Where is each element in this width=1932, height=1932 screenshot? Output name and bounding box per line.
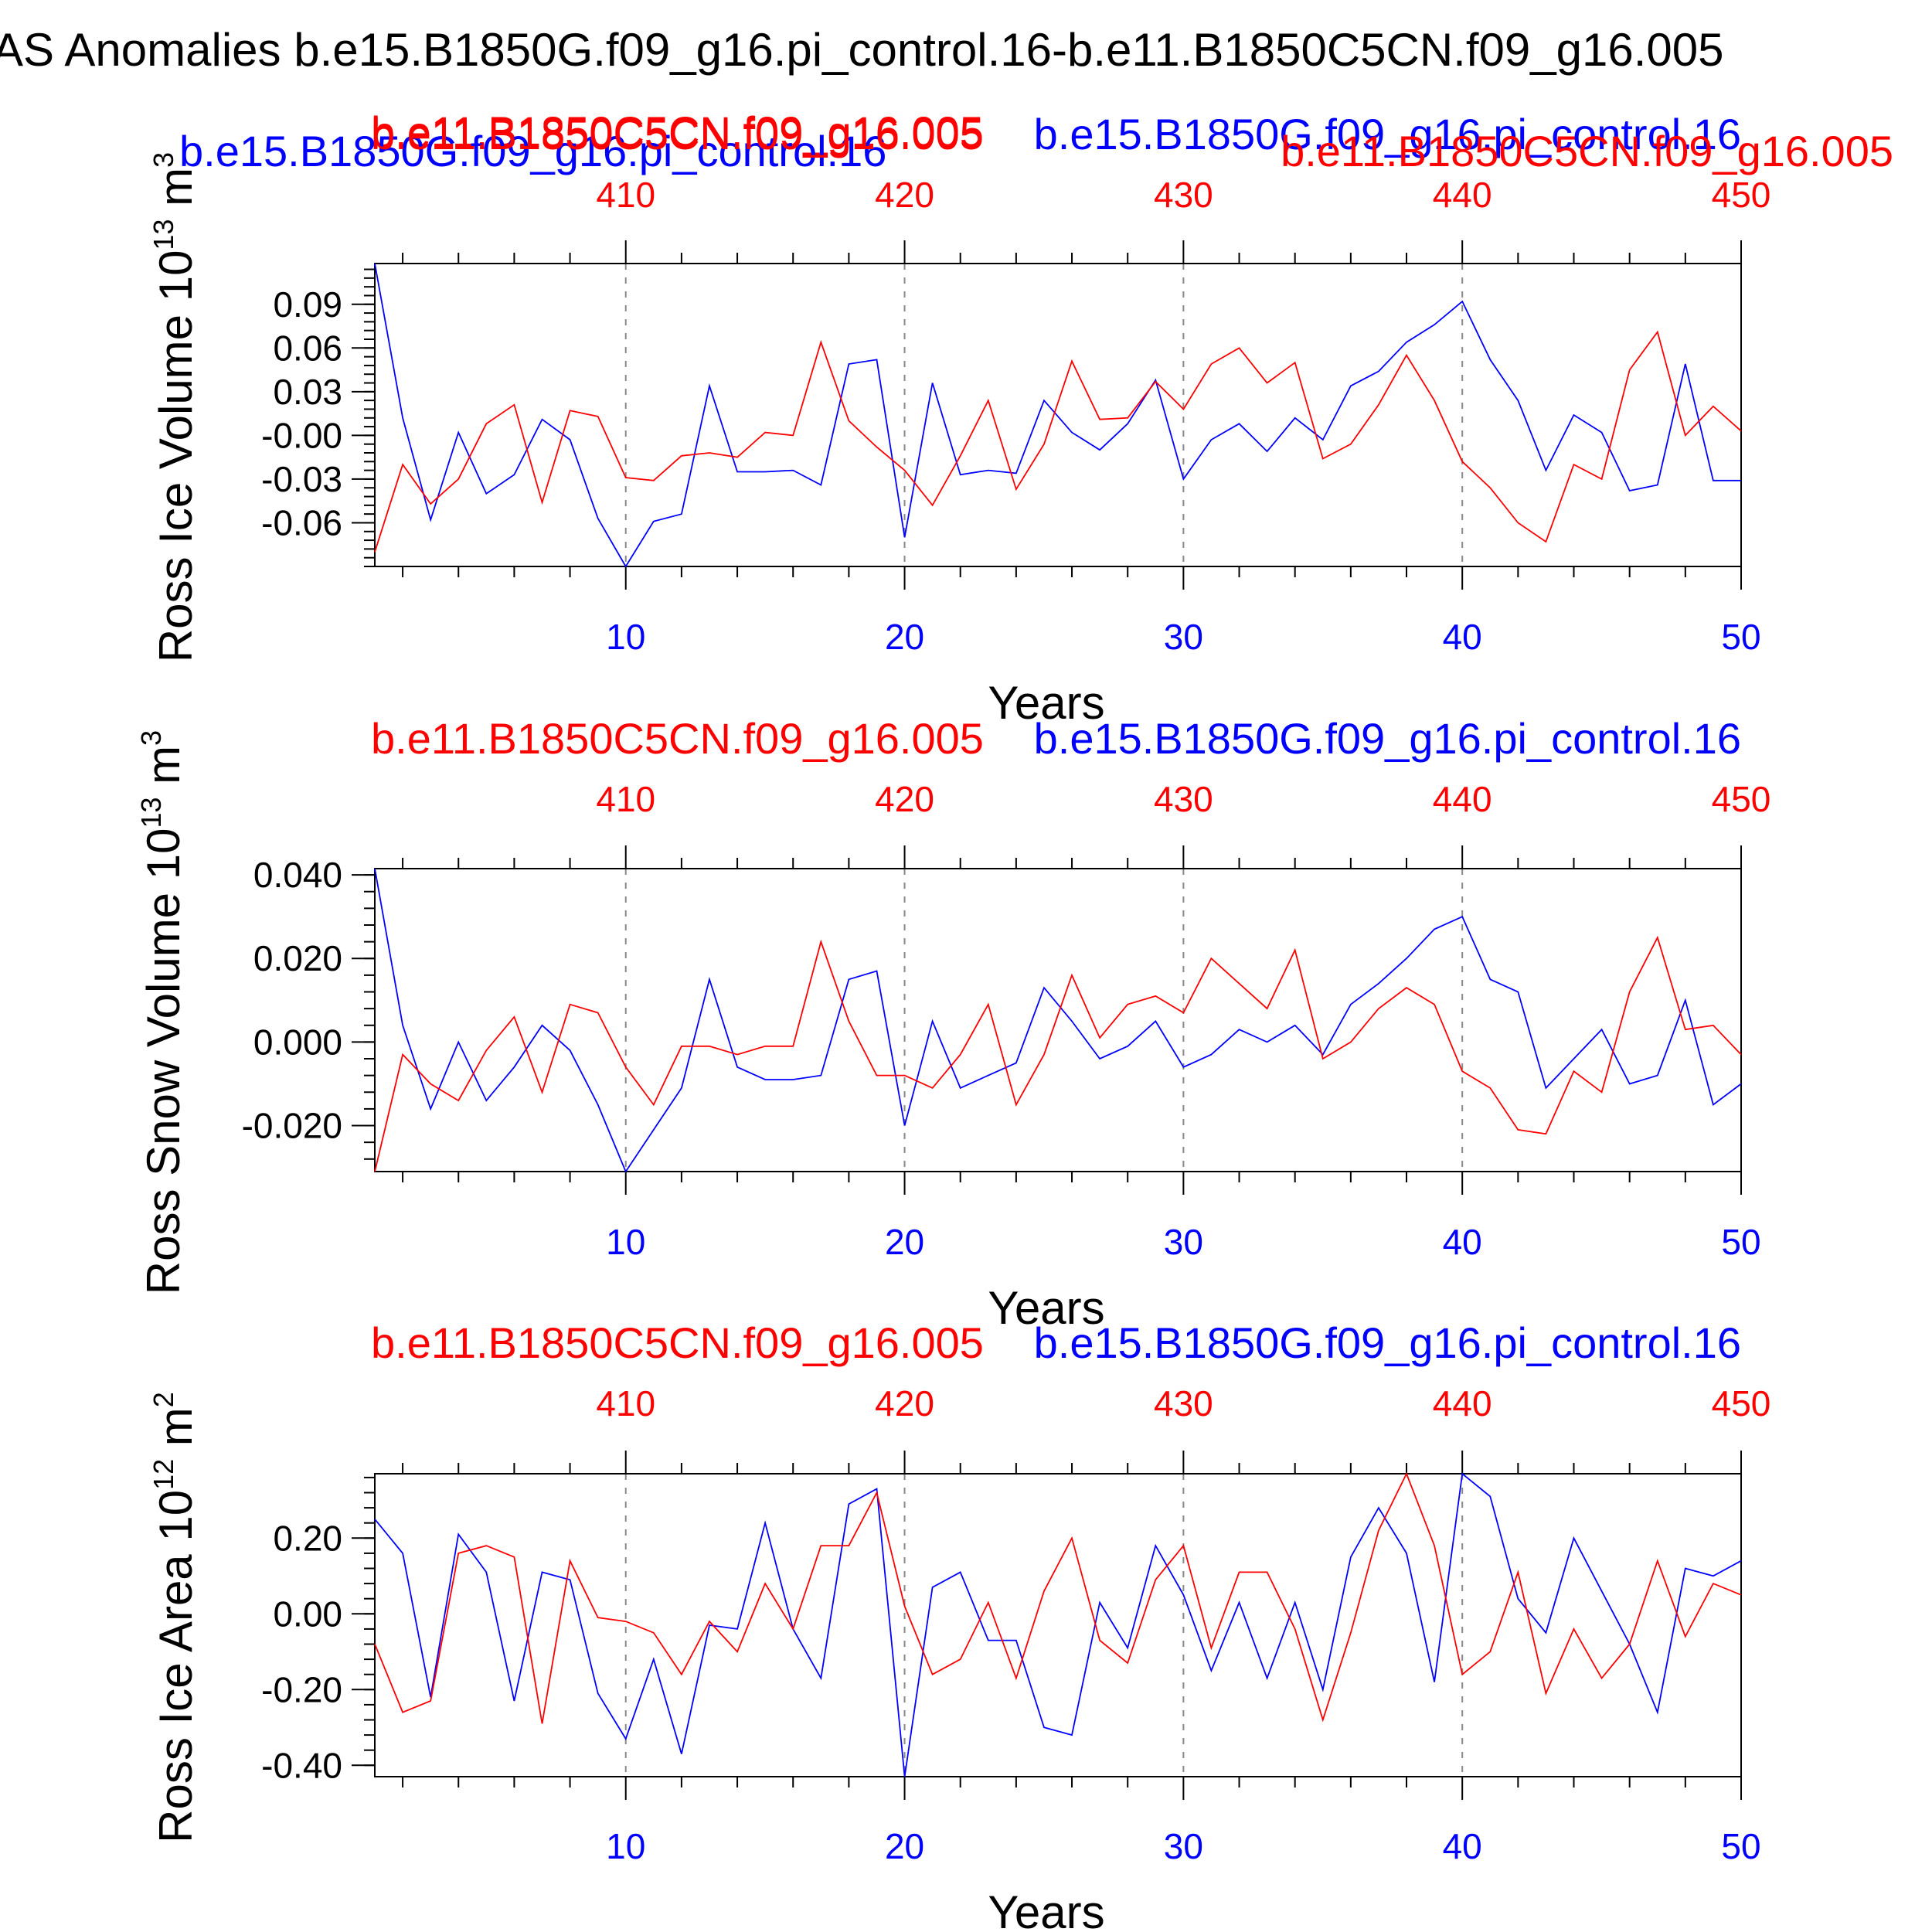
x-tick-label-bottom: 10 xyxy=(606,617,645,657)
y-tick-label: 0.040 xyxy=(253,855,342,895)
y-tick-label: -0.020 xyxy=(242,1106,342,1146)
x-tick-label-bottom: 40 xyxy=(1443,617,1482,657)
panel-title-red-right: b.e11.B1850C5CN.f09_g16.005 xyxy=(1281,127,1893,175)
y-tick-label: 0.020 xyxy=(253,938,342,978)
x-tick-label-bottom: 50 xyxy=(1721,1222,1760,1262)
series-line-blue xyxy=(374,263,1741,568)
y-tick-label: -0.06 xyxy=(261,502,342,543)
plot-frame xyxy=(374,868,1742,1172)
y-tick-label: -0.00 xyxy=(261,415,342,455)
y-axis-label: Ross Snow Volume 1013 m3 xyxy=(135,730,189,1294)
x-tick-label-bottom: 30 xyxy=(1164,617,1203,657)
series-line-red xyxy=(374,1471,1742,1724)
series-line-blue xyxy=(374,868,1742,1173)
chart-panel-1: b.e11.B1850C5CN.f09_g16.005 b.e15.B1850G.… xyxy=(148,110,1893,729)
x-tick-label-bottom: 30 xyxy=(1164,1826,1203,1866)
x-tick-label-bottom: 30 xyxy=(1164,1222,1203,1262)
chart-panel-2: b.e11.B1850C5CN.f09_g16.005 b.e15.B1850G.… xyxy=(135,714,1770,1334)
y-tick-label: 0.03 xyxy=(273,372,342,412)
panel-title-red: b.e11.B1850C5CN.f09_g16.005 xyxy=(371,1318,984,1367)
x-tick-label-top: 430 xyxy=(1154,1383,1213,1423)
y-tick-label: -0.03 xyxy=(261,459,342,499)
y-axis-label: Ross Ice Volume 1013 m3 xyxy=(148,152,202,662)
x-tick-label-top: 420 xyxy=(875,779,934,819)
x-tick-label-top: 440 xyxy=(1433,175,1492,215)
panel-title-red: b.e11.B1850C5CN.f09_g16.005 xyxy=(371,110,984,158)
x-tick-label-top: 410 xyxy=(596,779,655,819)
y-axis-label: Ross Ice Area 1012 m2 xyxy=(148,1392,202,1843)
x-tick-label-bottom: 10 xyxy=(606,1222,645,1262)
x-tick-label-bottom: 40 xyxy=(1443,1826,1482,1866)
x-tick-label-bottom: 40 xyxy=(1443,1222,1482,1262)
x-tick-label-top: 450 xyxy=(1712,1383,1771,1423)
panel-title-red: b.e11.B1850C5CN.f09_g16.005 xyxy=(371,714,984,763)
x-tick-label-top: 420 xyxy=(875,1383,934,1423)
plot-frame xyxy=(374,263,1742,567)
chart-panel-3: b.e11.B1850C5CN.f09_g16.005 b.e15.B1850G.… xyxy=(148,1318,1770,1932)
x-axis-label: Years xyxy=(988,1282,1104,1334)
x-tick-label-top: 420 xyxy=(875,175,934,215)
x-axis-label: Years xyxy=(988,1886,1104,1932)
series-line-blue xyxy=(374,1472,1742,1777)
y-tick-label: 0.20 xyxy=(273,1518,342,1558)
x-tick-label-top: 410 xyxy=(596,175,655,215)
panel-title-blue: b.e15.B1850G.f09_g16.pi_control.16 xyxy=(1034,714,1741,763)
y-tick-label: 0.000 xyxy=(253,1022,342,1062)
series-line-red xyxy=(374,935,1742,1172)
series-line-red xyxy=(374,330,1742,553)
legend-top-blue: b.e15.B1850G.f09_g16.pi_control.16 xyxy=(179,127,886,175)
y-tick-label: 0.09 xyxy=(273,284,342,325)
legend-top-red: b.e11.B1850C5CN.f09_g16.005 xyxy=(371,107,984,156)
x-tick-label-top: 450 xyxy=(1712,779,1771,819)
x-tick-label-top: 450 xyxy=(1712,175,1771,215)
plot-frame xyxy=(374,1473,1742,1777)
x-tick-label-top: 430 xyxy=(1154,779,1213,819)
x-tick-label-bottom: 20 xyxy=(885,1222,924,1262)
y-tick-label: -0.20 xyxy=(261,1669,342,1709)
x-tick-label-top: 440 xyxy=(1433,1383,1492,1423)
x-tick-label-top: 410 xyxy=(596,1383,655,1423)
x-tick-label-bottom: 10 xyxy=(606,1826,645,1866)
x-tick-label-top: 440 xyxy=(1433,779,1492,819)
x-tick-label-bottom: 20 xyxy=(885,617,924,657)
panel-title-blue: b.e15.B1850G.f09_g16.pi_control.16 xyxy=(1034,110,1741,158)
page-title: AS Anomalies b.e15.B1850G.f09_g16.pi_con… xyxy=(0,24,1724,76)
x-tick-label-top: 430 xyxy=(1154,175,1213,215)
panel-title-blue: b.e15.B1850G.f09_g16.pi_control.16 xyxy=(1034,1318,1741,1367)
y-tick-label: 0.00 xyxy=(273,1594,342,1634)
x-axis-label: Years xyxy=(988,677,1104,729)
x-tick-label-bottom: 20 xyxy=(885,1826,924,1866)
x-tick-label-bottom: 50 xyxy=(1721,1826,1760,1866)
y-tick-label: 0.06 xyxy=(273,328,342,368)
y-tick-label: -0.40 xyxy=(261,1745,342,1785)
x-tick-label-bottom: 50 xyxy=(1721,617,1760,657)
